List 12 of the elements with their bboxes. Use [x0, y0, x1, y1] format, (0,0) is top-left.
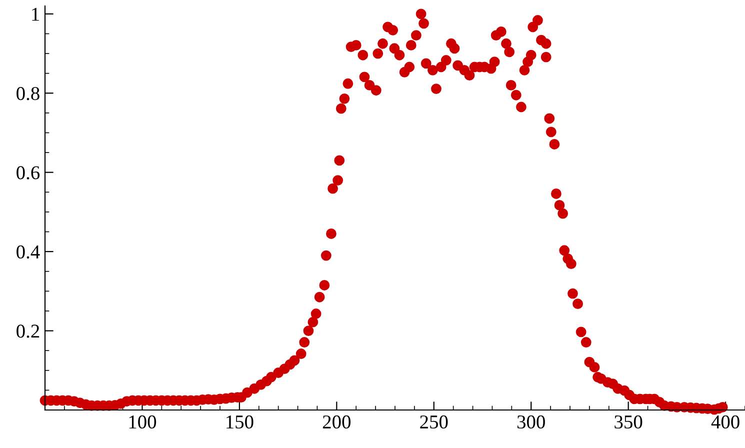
x-tick-label: 300: [517, 415, 545, 429]
y-tick-label: 0.2: [16, 324, 40, 338]
y-tick-label: 0.8: [16, 86, 40, 100]
x-tick-label: 400: [711, 415, 740, 429]
x-tick-label: 250: [420, 415, 448, 429]
x-tick-label: 100: [129, 415, 156, 429]
x-tick-label: 350: [614, 415, 642, 429]
y-tick-label: 0.4: [16, 245, 40, 259]
x-tick-label: 150: [226, 415, 254, 429]
y-tick-label: 0.6: [16, 166, 40, 180]
x-tick-label: 200: [322, 415, 351, 429]
y-tick-label: 1: [32, 8, 39, 21]
